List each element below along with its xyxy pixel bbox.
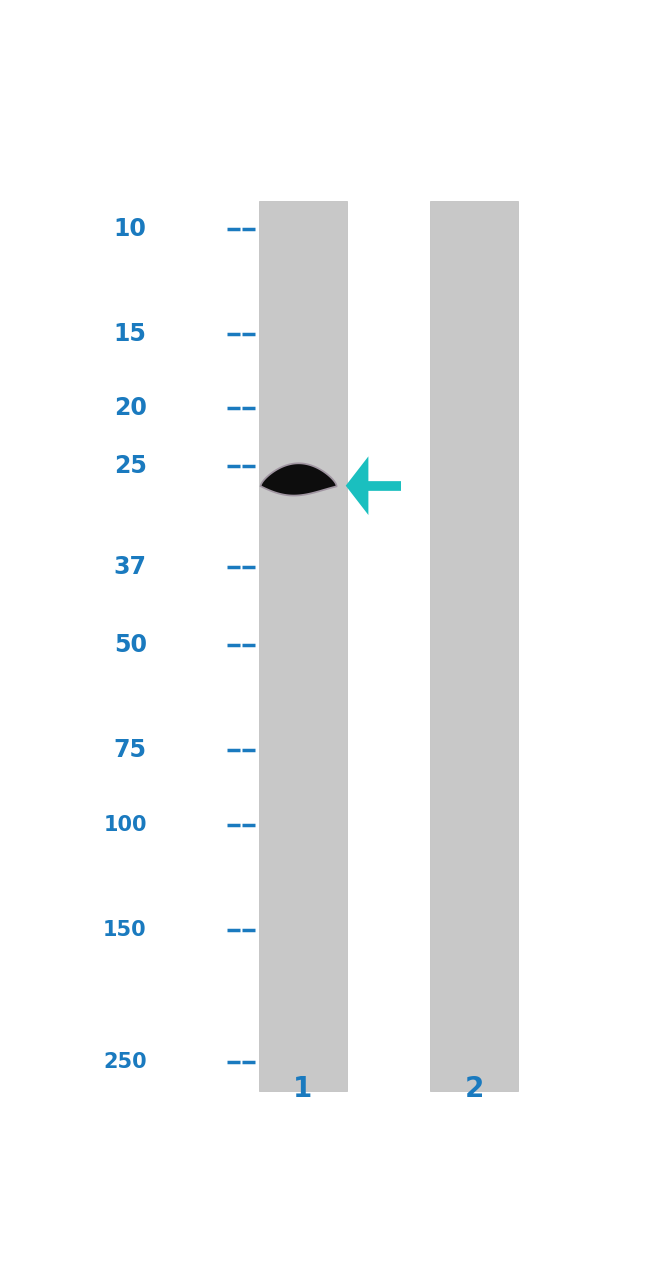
Text: 250: 250	[103, 1052, 147, 1072]
Polygon shape	[261, 464, 335, 495]
Text: 100: 100	[103, 814, 147, 834]
Text: 20: 20	[114, 396, 147, 420]
Bar	[430, 202, 518, 1091]
Bar	[259, 202, 347, 1091]
Text: 75: 75	[114, 738, 147, 762]
Text: 37: 37	[114, 555, 147, 579]
Text: 150: 150	[103, 919, 147, 940]
Text: 25: 25	[114, 453, 147, 478]
Text: 50: 50	[114, 634, 147, 657]
Text: 10: 10	[114, 217, 147, 240]
Text: 1: 1	[293, 1074, 313, 1102]
Text: 15: 15	[114, 321, 147, 345]
Text: 2: 2	[465, 1074, 484, 1102]
Polygon shape	[346, 456, 369, 516]
